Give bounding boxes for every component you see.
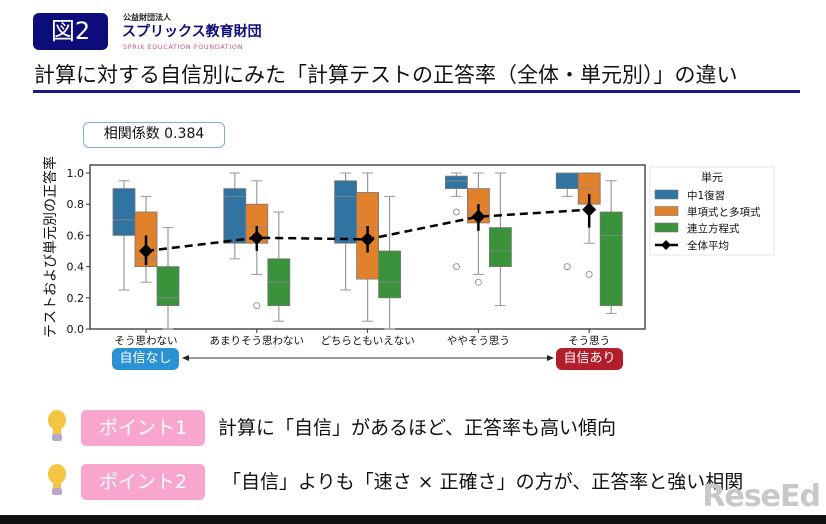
point-1-text: 計算に「自信」があるほど、正答率も高い傾向	[218, 417, 617, 439]
y-axis-label: テストおよび単元別の正答率	[42, 156, 59, 338]
legend-label: 全体平均	[687, 239, 729, 252]
page-title: 計算に対する自信別にみた「計算テストの正答率（全体・単元別）」の違い	[34, 63, 738, 87]
y-tick-label: 0.8	[67, 198, 85, 211]
outlier-point	[253, 302, 261, 310]
x-tick-label: あまりそう思わない	[210, 335, 305, 347]
legend-swatch	[654, 189, 679, 200]
point-2-text: 「自信」よりも「速さ × 正確さ」の方が、正答率と強い相関	[222, 471, 744, 493]
lightbulb-icon	[48, 464, 66, 495]
mean-point	[360, 232, 375, 247]
x-tick-label: どちらともいえない	[320, 335, 414, 347]
watermark-logo: ReseEd	[702, 479, 821, 514]
correlation-box: 相関係数 0.384	[83, 122, 225, 148]
legend-swatch	[654, 222, 679, 233]
org-name-en: SPRIX EDUCATION FOUNDATION	[123, 43, 244, 51]
mean-point	[139, 244, 153, 258]
outlier-point	[585, 270, 593, 278]
bottom-bar	[0, 515, 826, 524]
low-confidence-badge: 自信なし	[112, 348, 179, 370]
box	[555, 172, 579, 189]
box	[112, 188, 136, 236]
y-tick-label: 0.6	[67, 229, 85, 242]
legend	[649, 166, 775, 256]
org-type: 公益財団法人	[123, 13, 171, 22]
box	[488, 227, 512, 268]
y-tick-label: 1.0	[67, 167, 85, 180]
box	[156, 266, 180, 307]
y-tick-label: 0.0	[67, 323, 85, 336]
legend-swatch	[654, 206, 679, 216]
point-1-label: ポイント1	[81, 410, 205, 446]
outlier-point	[563, 263, 571, 271]
y-tick-label: 0.2	[67, 292, 85, 305]
legend-label: 連立方程式	[687, 222, 740, 235]
box	[334, 180, 358, 244]
lightbulb-icon	[48, 410, 66, 441]
arrow-head-right	[547, 355, 554, 361]
x-tick-label: ややそう思う	[447, 335, 510, 347]
box	[378, 250, 402, 299]
org-name: スプリックス教育財団	[122, 24, 262, 40]
arrow-head-left	[182, 355, 189, 361]
legend-mean-marker	[661, 240, 671, 250]
outlier-point	[452, 208, 460, 216]
legend-label: 中1復習	[687, 189, 725, 202]
outlier-point	[474, 278, 482, 286]
title-divider	[33, 90, 800, 93]
figure-label: 図2	[33, 13, 108, 50]
legend-title: 単元	[701, 170, 723, 184]
box-plot-chart: 0.0 0.2 0.4 0.6 0.8 1.0 そう思わない あまりそう思わない どちらともいえ…	[42, 156, 775, 361]
box	[599, 211, 623, 306]
y-tick-label: 0.4	[67, 261, 85, 274]
mean-point	[471, 209, 486, 224]
legend-label: 単項式と多項式	[687, 206, 761, 219]
x-tick-label: そう思う	[568, 335, 610, 347]
outlier-point	[452, 263, 460, 271]
box	[444, 175, 468, 189]
high-confidence-badge: 自信あり	[556, 348, 623, 370]
point-2-label: ポイント2	[81, 464, 205, 500]
x-tick-label: そう思わない	[115, 335, 178, 347]
mean-point	[582, 202, 597, 217]
mean-point	[249, 230, 264, 245]
